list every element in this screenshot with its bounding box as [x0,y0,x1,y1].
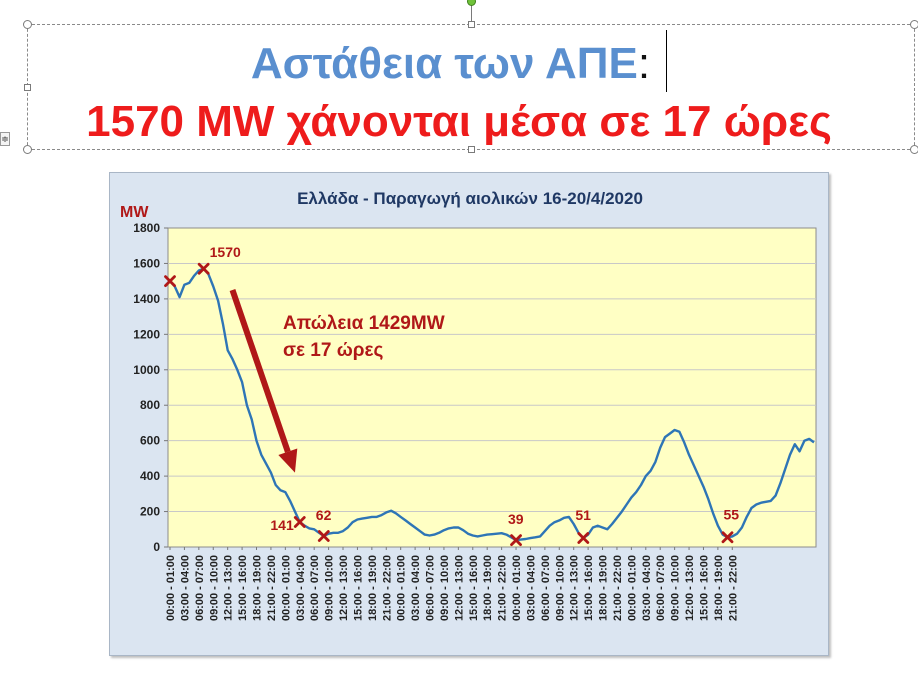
x-tick-label: 15:00 - 16:00 [698,555,710,621]
y-tick-label: 1000 [133,363,160,377]
slide-title[interactable]: Αστάθεια των ΑΠΕ: [0,30,918,92]
loss-arrow-shaft [229,289,291,453]
series-line [169,267,815,542]
x-tick-label: 09:00 - 10:00 [208,555,220,621]
x-tick-label: 09:00 - 10:00 [324,555,336,621]
y-tick-label: 800 [140,398,160,412]
slide-title-main: Αστάθεια των ΑΠΕ [250,39,638,88]
x-tick-label: 15:00 - 16:00 [583,555,595,621]
text-cursor [666,30,668,92]
data-label: 51 [575,507,591,523]
y-tick-label: 1200 [133,327,160,341]
data-label: 39 [508,511,524,527]
x-tick-label: 12:00 - 13:00 [338,555,350,621]
resize-handle-top-left[interactable] [23,20,32,29]
data-label: 141 [270,517,294,533]
resize-handle-bottom-right[interactable] [910,145,918,154]
x-tick-label: 00:00 - 01:00 [165,555,177,621]
x-tick-label: 03:00 - 04:00 [410,555,422,621]
data-point-marker [197,262,210,275]
x-tick-label: 18:00 - 19:00 [252,555,264,621]
x-tick-label: 15:00 - 16:00 [468,555,480,621]
x-tick-label: 00:00 - 01:00 [280,555,292,621]
y-tick-label: 1800 [133,221,160,235]
slide-subtitle[interactable]: 1570 MW χάνονται μέσα σε 17 ώρες [86,97,832,146]
x-tick-label: 06:00 - 07:00 [425,555,437,621]
x-tick-label: 03:00 - 04:00 [641,555,653,621]
x-tick-label: 06:00 - 07:00 [309,555,321,621]
y-tick-label: 600 [140,434,160,448]
y-tick-label: 0 [153,540,160,554]
rotation-handle[interactable] [467,0,476,6]
slide-title-colon: : [637,39,651,88]
data-label: 62 [316,507,332,523]
resize-handle-top-middle[interactable] [468,21,475,28]
x-tick-label: 15:00 - 16:00 [237,555,249,621]
x-tick-label: 18:00 - 19:00 [367,555,379,621]
x-tick-label: 06:00 - 07:00 [655,555,667,621]
y-tick-label: 200 [140,505,160,519]
y-tick-label: 400 [140,469,160,483]
x-tick-label: 09:00 - 10:00 [670,555,682,621]
x-tick-label: 09:00 - 10:00 [439,555,451,621]
x-tick-label: 00:00 - 01:00 [396,555,408,621]
x-tick-label: 12:00 - 13:00 [453,555,465,621]
callout-line2: σε 17 ώρες [283,340,384,361]
x-tick-label: 21:00 - 22:00 [612,555,624,621]
x-tick-label: 15:00 - 16:00 [352,555,364,621]
x-tick-label: 03:00 - 04:00 [525,555,537,621]
y-tick-label: 1600 [133,256,160,270]
data-point-marker [577,532,590,544]
data-label: 1570 [210,244,241,260]
autofit-options-icon[interactable]: ≑ [0,132,10,146]
x-tick-label: 18:00 - 19:00 [598,555,610,621]
chart-title: Ελλάδα - Παραγωγή αιολικών 16-20/4/2020 [297,189,643,208]
x-tick-label: 18:00 - 19:00 [482,555,494,621]
wind-production-chart[interactable]: 0 200 400 600 800 1000 1200 1400 1600 1800 00:00 -… [109,172,829,656]
x-tick-label: 18:00 - 19:00 [713,555,725,621]
x-tick-label: 00:00 - 01:00 [511,555,523,621]
callout-line1: Απώλεια 1429MW [283,313,445,334]
x-tick-label: 03:00 - 04:00 [295,555,307,621]
x-tick-label: 00:00 - 01:00 [626,555,638,621]
x-tick-label: 21:00 - 22:00 [266,555,278,621]
resize-handle-middle-left[interactable] [24,84,31,91]
x-tick-label: 06:00 - 07:00 [540,555,552,621]
y-tick-label: 1400 [133,292,160,306]
x-tick-label: 03:00 - 04:00 [179,555,191,621]
x-tick-label: 06:00 - 07:00 [194,555,206,621]
data-point-marker [317,530,330,542]
rotation-handle-stem [471,5,472,21]
chart-svg: 0 200 400 600 800 1000 1200 1400 1600 1800 00:00 -… [120,189,817,621]
x-tick-label: 12:00 - 13:00 [569,555,581,621]
x-tick-label: 12:00 - 13:00 [684,555,696,621]
x-tick-label: 21:00 - 22:00 [381,555,393,621]
x-tick-label: 09:00 - 10:00 [554,555,566,621]
x-tick-label: 21:00 - 22:00 [727,555,739,621]
data-point-marker [721,531,734,544]
title-text-box[interactable] [23,0,918,154]
resize-handle-bottom-left[interactable] [23,145,32,154]
x-tick-label: 21:00 - 22:00 [497,555,509,621]
loss-arrow-head [278,448,298,473]
data-point-marker [510,534,522,546]
data-point-marker [293,516,306,528]
data-point-marker [164,275,176,288]
resize-handle-bottom-middle[interactable] [468,146,475,153]
plot-area [167,227,817,548]
data-label: 55 [723,506,739,522]
resize-handle-top-right[interactable] [910,20,918,29]
y-axis-label: MW [120,204,149,221]
x-tick-label: 12:00 - 13:00 [223,555,235,621]
